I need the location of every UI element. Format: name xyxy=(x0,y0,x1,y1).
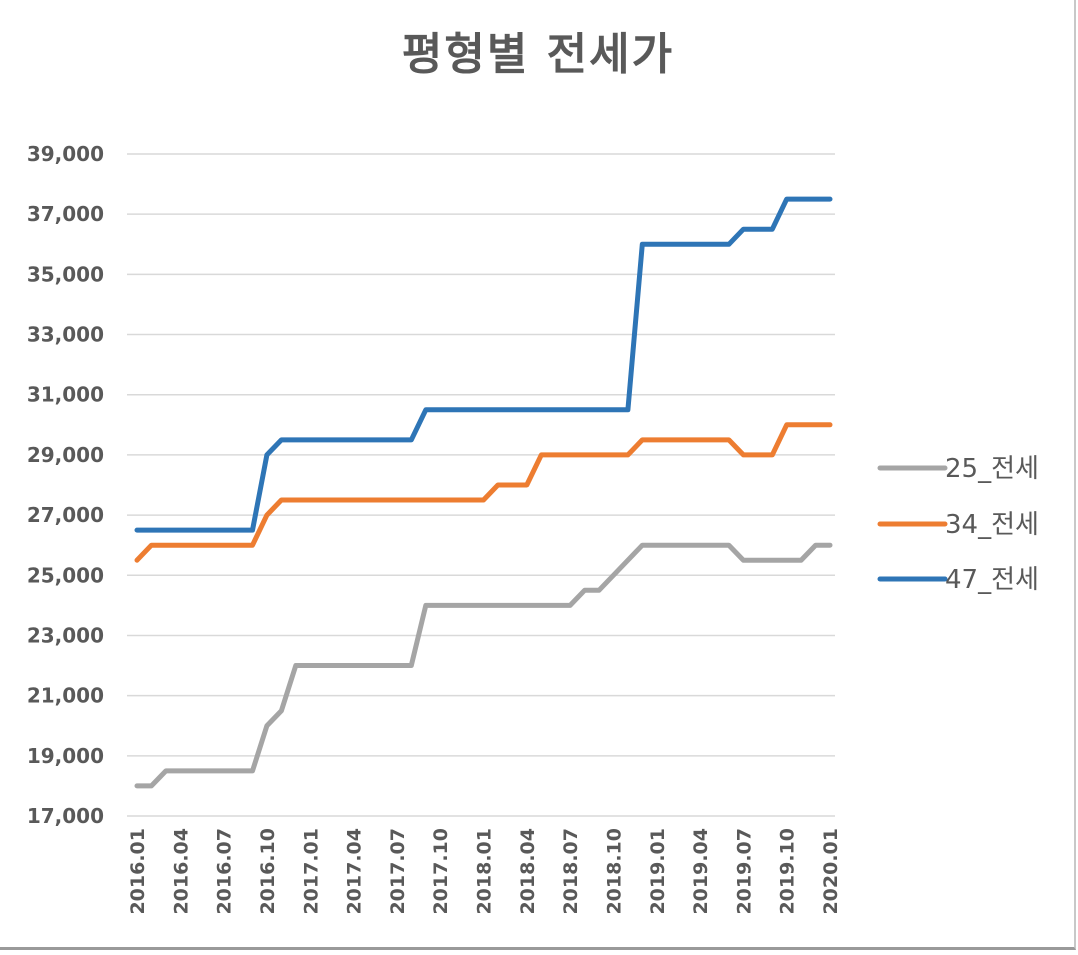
series-lines xyxy=(134,196,833,789)
legend-label: 34_전세 xyxy=(945,510,1039,540)
series-line-47 xyxy=(134,196,833,533)
x-axis-tick-labels: 2016.01 2016.04 2016.07 2016.10 2017.01 2017.… xyxy=(127,828,842,915)
x-tick-label: 2019.01 xyxy=(647,828,669,915)
y-tick-label: 39,000 xyxy=(27,142,104,166)
x-tick-label: 2018.01 xyxy=(474,828,496,915)
y-tick-label: 29,000 xyxy=(27,443,104,467)
gridlines xyxy=(127,153,835,817)
x-tick-label: 2016.04 xyxy=(170,828,192,915)
x-tick-label: 2019.04 xyxy=(690,828,712,915)
legend-label: 47_전세 xyxy=(945,565,1039,595)
legend-label: 25_전세 xyxy=(945,454,1039,484)
legend: 25_전세 34_전세 47_전세 xyxy=(877,454,1039,595)
series-line-34 xyxy=(134,422,833,563)
chart-title: 평형별 전세가 xyxy=(401,29,675,80)
x-tick-label: 2018.07 xyxy=(560,828,582,915)
y-tick-label: 21,000 xyxy=(27,684,104,708)
series-line-25 xyxy=(134,542,833,789)
x-tick-label: 2016.01 xyxy=(127,828,149,915)
y-tick-label: 19,000 xyxy=(27,744,104,768)
x-tick-label: 2017.04 xyxy=(344,828,366,915)
y-axis-tick-labels: 17,000 19,000 21,000 23,000 25,000 27,000 29,0… xyxy=(27,142,104,828)
x-tick-label: 2017.07 xyxy=(387,828,409,915)
y-tick-label: 35,000 xyxy=(27,262,104,286)
x-tick-label: 2016.07 xyxy=(214,828,236,915)
x-tick-label: 2018.10 xyxy=(603,828,625,915)
x-tick-label: 2019.10 xyxy=(777,828,799,915)
x-tick-label: 2017.10 xyxy=(430,828,452,915)
y-tick-label: 25,000 xyxy=(27,563,104,587)
x-tick-label: 2016.10 xyxy=(257,828,279,915)
x-tick-label: 2020.01 xyxy=(820,828,842,915)
x-tick-label: 2019.07 xyxy=(733,828,755,915)
y-tick-label: 37,000 xyxy=(27,202,104,226)
y-tick-label: 27,000 xyxy=(27,503,104,527)
y-tick-label: 23,000 xyxy=(27,623,104,647)
y-tick-label: 17,000 xyxy=(27,804,104,828)
y-tick-label: 33,000 xyxy=(27,323,104,347)
x-tick-label: 2017.01 xyxy=(300,828,322,915)
y-tick-label: 31,000 xyxy=(27,383,104,407)
x-tick-label: 2018.04 xyxy=(517,828,539,915)
